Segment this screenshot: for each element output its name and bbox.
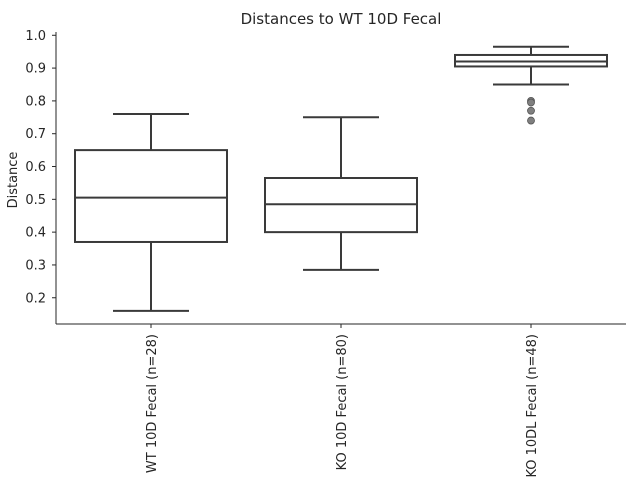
y-tick-label: 0.7 (25, 127, 46, 142)
outlier-point (527, 106, 535, 115)
y-tick-label: 1.0 (25, 29, 46, 44)
y-tick-label: 0.2 (25, 291, 46, 306)
x-tick-label: KO 10D Fecal (n=80) (335, 334, 350, 470)
x-tick-label: WT 10D Fecal (n=28) (145, 334, 160, 473)
y-tick-label: 0.4 (25, 226, 46, 241)
outlier-point (527, 98, 535, 107)
y-tick-label: 0.9 (25, 62, 46, 77)
y-tick-label: 0.5 (25, 193, 46, 208)
chart-title: Distances to WT 10D Fecal (241, 10, 442, 28)
x-tick-label: KO 10DL Fecal (n=48) (525, 334, 540, 478)
y-tick-label: 0.6 (25, 160, 46, 175)
outlier-point (527, 116, 535, 125)
y-tick-label: 0.8 (25, 94, 46, 109)
box-iqr (74, 149, 228, 243)
y-tick-label: 0.3 (25, 258, 46, 273)
y-axis-label: Distance (6, 152, 21, 209)
plot-area: 0.2 0.3 0.4 0.5 0.6 0.7 0.8 0.9 1.0 WT 10D Fecal … (25, 29, 608, 478)
